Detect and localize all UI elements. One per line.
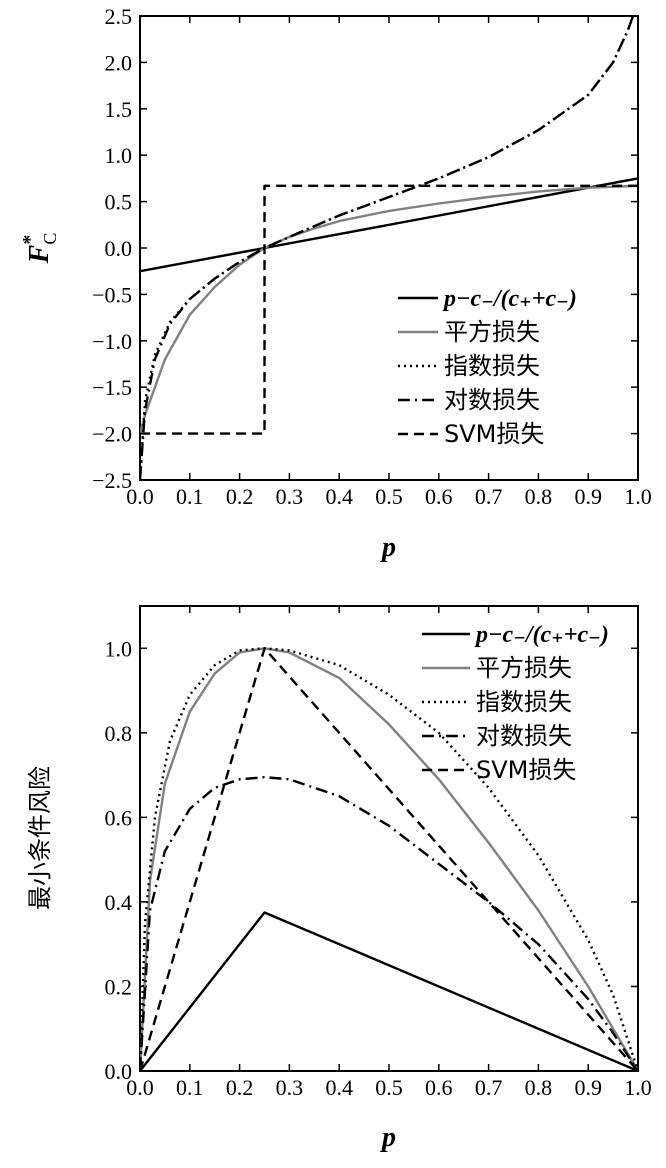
top-tick-marks xyxy=(139,15,639,481)
bottom-x-axis-title: p xyxy=(380,1122,396,1153)
top-y-tick-label: 0.5 xyxy=(105,190,133,215)
bottom-y-tick-label: 0.8 xyxy=(105,721,133,746)
bottom-series-line-2 xyxy=(140,647,638,1071)
top-y-axis-title-sup: * xyxy=(19,235,41,245)
top-legend-label-1: 平方损失 xyxy=(444,318,540,346)
top-legend-label-3: 对数损失 xyxy=(444,386,540,414)
top-y-tick-label: 0.0 xyxy=(105,236,133,261)
top-y-tick-label: −0.5 xyxy=(92,282,132,307)
bottom-x-tick-label: 0.2 xyxy=(226,1075,254,1100)
top-series-line-0 xyxy=(140,177,638,273)
top-y-axis-title-main: F xyxy=(24,244,55,264)
top-x-tick-label: 0.4 xyxy=(325,484,353,509)
bottom-legend-label-0: p−c₋/(c₊+c₋) xyxy=(474,622,609,648)
chart-fc-star: 0.0 0.1 0.2 0.3 0.4 0.5 0.6 0.7 0.8 0.9 1.0 2.5 2.0… xyxy=(19,4,652,563)
top-y-axis-title-sub: C xyxy=(40,233,60,245)
top-x-tick-labels: 0.0 0.1 0.2 0.3 0.4 0.5 0.6 0.7 0.8 0.9 1.0 xyxy=(126,484,652,509)
bottom-series-line-3 xyxy=(140,776,638,1071)
bottom-legend-label-1: 平方损失 xyxy=(476,654,572,682)
top-x-axis-title: p xyxy=(380,532,396,563)
top-series-line-4 xyxy=(140,184,638,435)
bottom-tick-marks xyxy=(139,606,639,1072)
top-y-tick-label: 2.5 xyxy=(105,4,133,29)
top-series-group xyxy=(140,16,638,480)
bottom-series-group xyxy=(140,647,638,1071)
bottom-y-tick-label: 0.4 xyxy=(105,890,133,915)
bottom-series-line-0 xyxy=(140,911,638,1071)
top-y-tick-label: 2.0 xyxy=(105,50,133,75)
top-y-tick-labels: 2.5 2.0 1.5 1.0 0.5 0.0 −0.5 −1.0 −1.5 −2.0 −2.5 xyxy=(92,4,132,493)
top-y-tick-label: −2.0 xyxy=(92,422,132,447)
top-legend-label-2: 指数损失 xyxy=(444,352,540,380)
bottom-series-line-1 xyxy=(140,647,638,1071)
bottom-x-tick-label: 1.0 xyxy=(624,1075,652,1100)
bottom-legend-label-3: 对数损失 xyxy=(476,722,572,750)
top-plot-frame xyxy=(139,15,639,481)
bottom-x-tick-label: 0.5 xyxy=(375,1075,403,1100)
bottom-x-tick-label: 0.1 xyxy=(176,1075,204,1100)
top-y-axis-title: FC* xyxy=(19,233,60,265)
bottom-y-tick-label: 1.0 xyxy=(105,636,133,661)
bottom-x-tick-label: 0.7 xyxy=(475,1075,503,1100)
bottom-x-tick-label: 0.6 xyxy=(425,1075,453,1100)
top-x-tick-label: 0.6 xyxy=(425,484,453,509)
bottom-legend-label-2: 指数损失 xyxy=(476,688,572,716)
bottom-legend-label-4: SVM损失 xyxy=(476,756,576,784)
top-legend-label-0: p−c₋/(c₊+c₋) xyxy=(442,286,577,312)
chart-min-conditional-risk: 0.0 0.1 0.2 0.3 0.4 0.5 0.6 0.7 0.8 0.9 1.0 1.0 0.8… xyxy=(26,605,652,1153)
bottom-y-tick-label: 0.2 xyxy=(105,974,133,999)
top-y-tick-label: −2.5 xyxy=(92,468,132,493)
bottom-y-tick-labels: 1.0 0.8 0.6 0.4 0.2 0.0 xyxy=(105,636,133,1084)
top-x-tick-label: 1.0 xyxy=(624,484,652,509)
top-y-tick-label: 1.0 xyxy=(105,143,133,168)
top-x-tick-label: 0.0 xyxy=(126,484,154,509)
top-series-line-2 xyxy=(140,16,635,480)
bottom-x-tick-labels: 0.0 0.1 0.2 0.3 0.4 0.5 0.6 0.7 0.8 0.9 1.0 xyxy=(126,1075,652,1100)
top-legend-label-4: SVM损失 xyxy=(444,420,544,448)
top-x-tick-label: 0.8 xyxy=(525,484,553,509)
bottom-x-tick-label: 0.9 xyxy=(574,1075,602,1100)
bottom-x-tick-label: 0.0 xyxy=(126,1075,154,1100)
top-y-tick-label: −1.5 xyxy=(92,375,132,400)
top-series-line-3 xyxy=(140,16,635,480)
top-x-tick-label: 0.1 xyxy=(176,484,204,509)
top-y-tick-label: −1.0 xyxy=(92,329,132,354)
top-y-tick-label: 1.5 xyxy=(105,97,133,122)
top-x-tick-label: 0.7 xyxy=(475,484,503,509)
top-x-tick-label: 0.3 xyxy=(276,484,304,509)
top-x-tick-label: 0.2 xyxy=(226,484,254,509)
bottom-series-line-4 xyxy=(140,647,638,1071)
bottom-y-tick-label: 0.6 xyxy=(105,805,133,830)
bottom-y-tick-label: 0.0 xyxy=(105,1059,133,1084)
bottom-y-axis-title: 最小条件风险 xyxy=(26,766,54,910)
bottom-x-tick-label: 0.8 xyxy=(525,1075,553,1100)
bottom-x-tick-label: 0.4 xyxy=(325,1075,353,1100)
top-x-tick-label: 0.5 xyxy=(375,484,403,509)
top-x-tick-label: 0.9 xyxy=(574,484,602,509)
bottom-x-tick-label: 0.3 xyxy=(276,1075,304,1100)
